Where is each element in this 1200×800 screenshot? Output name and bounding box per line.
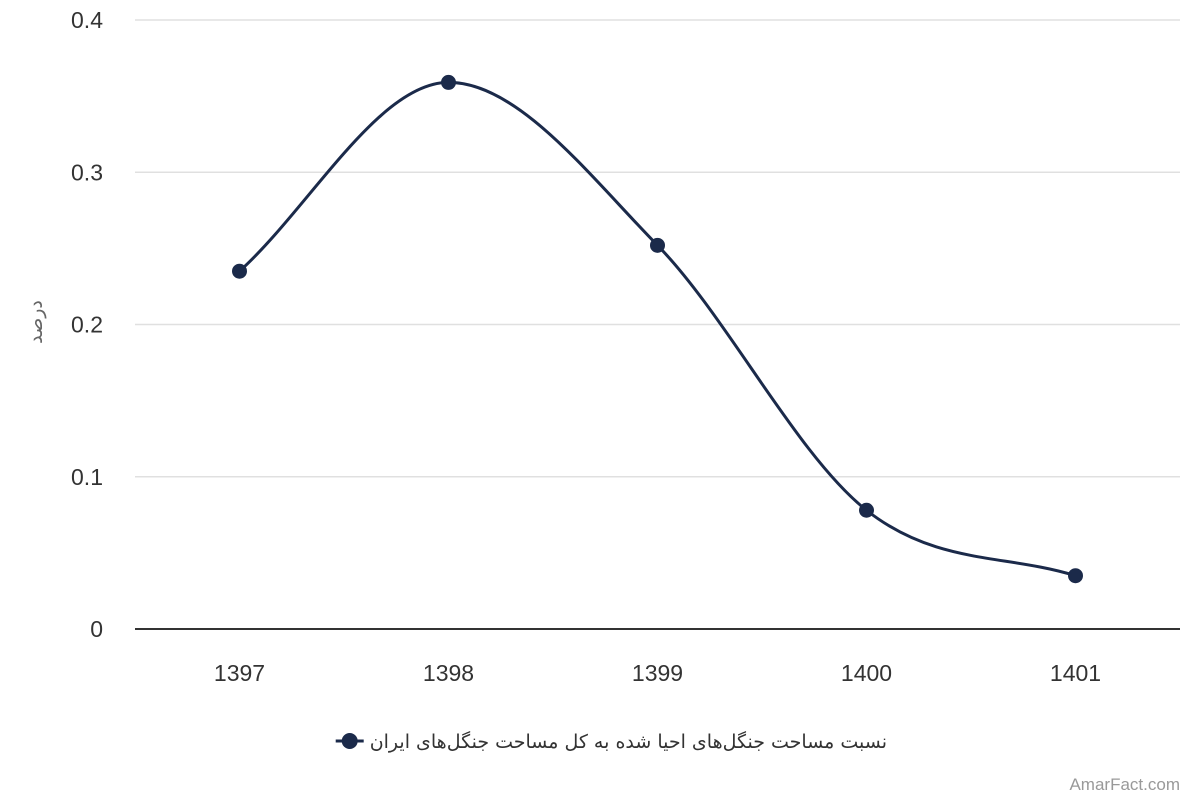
x-tick-label: 1397: [214, 660, 265, 686]
data-point[interactable]: [232, 263, 247, 279]
x-tick-label: 1400: [841, 660, 892, 686]
axes: 0 0.1 0.2 0.3 0.4 1397 1398 1399 1400 1401: [71, 7, 1180, 686]
series-line: [238, 80, 1076, 578]
y-tick-label: 0.2: [71, 312, 103, 338]
legend-dot-marker: [341, 733, 358, 749]
y-tick-label: 0.4: [71, 7, 103, 33]
data-point[interactable]: [650, 237, 665, 253]
x-tick-label: 1399: [632, 660, 683, 686]
x-tick-label: 1401: [1050, 660, 1101, 686]
y-tick-label: 0.3: [71, 159, 103, 185]
legend[interactable]: نسبت مساحت جنگل‌های احیا شده به کل مساحت…: [335, 730, 887, 753]
data-point[interactable]: [1068, 568, 1083, 584]
watermark-text: AmarFact.com: [1069, 775, 1180, 794]
data-points: [232, 74, 1083, 584]
y-axis-title: درصد: [25, 300, 47, 344]
data-point[interactable]: [859, 502, 874, 518]
legend-label[interactable]: نسبت مساحت جنگل‌های احیا شده به کل مساحت…: [370, 730, 887, 753]
data-point[interactable]: [441, 74, 456, 90]
series-layer: [238, 80, 1076, 578]
y-tick-label: 0.1: [71, 464, 103, 490]
gridlines: [135, 19, 1180, 478]
y-tick-label: 0: [90, 616, 103, 642]
x-tick-label: 1398: [423, 660, 474, 686]
